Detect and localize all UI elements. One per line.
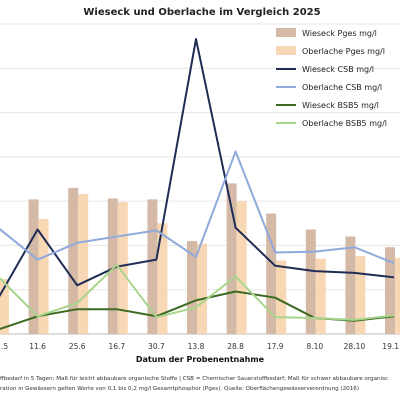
- x-tick-label: 16.7: [108, 342, 125, 351]
- bar-oberlache-pges-mg-l: [38, 218, 49, 334]
- x-axis-label: Datum der Probenentnahme: [136, 355, 265, 364]
- bar-wieseck-pges-mg-l: [28, 199, 39, 334]
- bar-oberlache-pges-mg-l: [78, 194, 89, 334]
- bar-wieseck-pges-mg-l: [226, 183, 237, 334]
- bar-wieseck-pges-mg-l: [305, 229, 316, 334]
- bar-oberlache-pges-mg-l: [395, 257, 400, 334]
- line-wieseck-csb-mg-l: [0, 38, 395, 298]
- x-tick-label: 28.8: [227, 342, 244, 351]
- x-tick-label: 19.1: [382, 342, 399, 351]
- line-series: [0, 38, 395, 330]
- bar-oberlache-pges-mg-l: [355, 256, 366, 334]
- footnote-2: ration in Gewässern gelten Werte von 0,1…: [0, 386, 359, 392]
- x-tick-label: 30.7: [148, 342, 165, 351]
- legend-label: Oberlache CSB mg/l: [302, 83, 382, 92]
- x-tick-label: 11.6: [29, 342, 46, 351]
- x-tick-label: 25.6: [69, 342, 86, 351]
- bar-oberlache-pges-mg-l: [197, 243, 207, 334]
- legend-label: Wieseck CSB mg/l: [302, 65, 374, 74]
- line-oberlache-csb-mg-l: [0, 150, 395, 265]
- x-tick-label: 13.8: [188, 342, 205, 351]
- bar-oberlache-pges-mg-l: [157, 223, 168, 334]
- bar-wieseck-pges-mg-l: [147, 199, 158, 334]
- legend-swatch: [276, 46, 296, 55]
- bar-wieseck-pges-mg-l: [187, 241, 197, 334]
- bar-oberlache-pges-mg-l: [276, 260, 287, 334]
- bar-oberlache-pges-mg-l: [315, 258, 326, 334]
- x-tick-label: .5: [1, 342, 8, 351]
- bar-wieseck-pges-mg-l: [385, 247, 395, 334]
- line-oberlache-bsb5-mg-l: [0, 263, 395, 321]
- bar-oberlache-pges-mg-l: [236, 201, 247, 334]
- x-tick-label: 17.9: [267, 342, 284, 351]
- bar-wieseck-pges-mg-l: [266, 213, 277, 334]
- legend-label: Oberlache BSB5 mg/l: [302, 119, 387, 128]
- legend-label: Oberlache Pges mg/l: [302, 47, 385, 56]
- x-tick-label: 8.10: [306, 342, 323, 351]
- legend-swatch: [276, 28, 296, 37]
- bar-series: [0, 183, 400, 334]
- bar-wieseck-pges-mg-l: [68, 187, 79, 334]
- bar-oberlache-pges-mg-l: [117, 202, 128, 334]
- legend-label: Wieseck Pges mg/l: [302, 29, 377, 38]
- bar-wieseck-pges-mg-l: [107, 198, 118, 334]
- chart-title: Wieseck und Oberlache im Vergleich 2025: [83, 7, 320, 18]
- legend: Wieseck Pges mg/l Oberlache Pges mg/l Wies…: [276, 28, 387, 128]
- x-tick-label: 28.10: [344, 342, 366, 351]
- x-tick-labels: .5 11.6 25.6 16.7 30.7 13.8 28.8 17.9 8.10 28.10 1…: [1, 342, 399, 351]
- footnote-1: ffbedarf in 5 Tagen; Maß für leicht abba…: [0, 376, 388, 382]
- bar-oberlache-pges-mg-l: [0, 279, 9, 334]
- bar-wieseck-pges-mg-l: [345, 236, 356, 334]
- legend-label: Wieseck BSB5 mg/l: [302, 101, 379, 110]
